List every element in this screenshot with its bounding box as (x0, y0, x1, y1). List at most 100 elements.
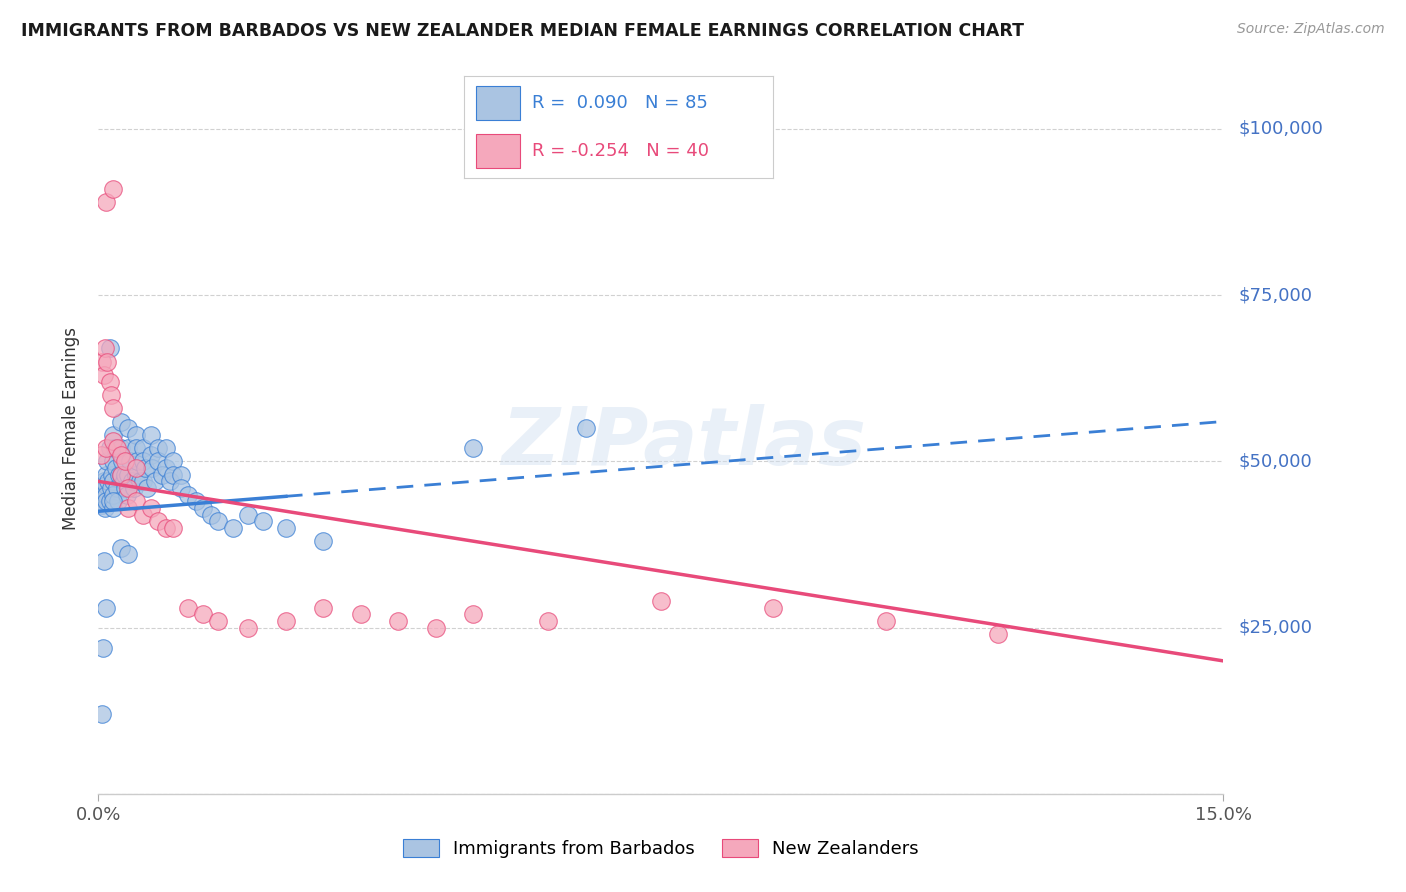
Point (90, 448, 112, 462)
Point (159, 475, 181, 489)
Point (238, 621, 260, 635)
Point (91, 354, 114, 368)
Point (111, 454, 134, 468)
Point (125, 467, 148, 482)
Point (96, 454, 118, 468)
Point (105, 441, 128, 455)
Point (125, 461, 148, 475)
Text: R = -0.254   N = 40: R = -0.254 N = 40 (531, 142, 709, 161)
Point (207, 614, 229, 628)
FancyBboxPatch shape (477, 87, 520, 120)
Point (103, 494, 125, 508)
Point (162, 467, 184, 482)
Point (177, 600, 200, 615)
Point (132, 475, 155, 489)
Point (96, 354, 118, 368)
Point (875, 614, 897, 628)
Point (134, 461, 156, 475)
Point (93, 368, 115, 382)
Point (150, 467, 173, 482)
Text: $50,000: $50,000 (1239, 452, 1312, 470)
Point (207, 514, 229, 528)
Point (222, 521, 245, 535)
Point (117, 441, 139, 455)
Text: $75,000: $75,000 (1239, 286, 1312, 304)
Point (155, 441, 177, 455)
Point (114, 481, 136, 495)
Point (98, 441, 121, 455)
Point (89, 494, 111, 508)
Text: IMMIGRANTS FROM BARBADOS VS NEW ZEALANDER MEDIAN FEMALE EARNINGS CORRELATION CHA: IMMIGRANTS FROM BARBADOS VS NEW ZEALANDE… (21, 22, 1024, 40)
Point (110, 467, 132, 482)
Point (114, 454, 136, 468)
Text: ZIPatlas: ZIPatlas (501, 404, 866, 482)
Point (155, 461, 177, 475)
Point (184, 494, 207, 508)
Point (117, 481, 139, 495)
Point (107, 467, 129, 482)
Point (117, 467, 139, 482)
Point (110, 467, 132, 482)
Point (93, 475, 115, 489)
Point (128, 475, 150, 489)
Point (162, 454, 184, 468)
Point (200, 508, 222, 522)
Point (139, 500, 162, 515)
Point (139, 448, 162, 462)
Point (132, 508, 155, 522)
Point (100, 494, 122, 508)
Point (115, 488, 138, 502)
Point (90, 481, 112, 495)
Point (177, 488, 200, 502)
Point (104, 461, 127, 475)
Point (387, 614, 409, 628)
Point (987, 627, 1010, 641)
Y-axis label: Median Female Earnings: Median Female Earnings (62, 326, 80, 530)
Point (762, 600, 785, 615)
Point (117, 500, 139, 515)
Point (93, 491, 115, 505)
Point (350, 607, 373, 622)
Point (312, 534, 335, 549)
Text: R =  0.090   N = 85: R = 0.090 N = 85 (531, 94, 707, 112)
Point (114, 467, 136, 482)
Point (110, 441, 132, 455)
Point (193, 607, 215, 622)
Point (100, 481, 122, 495)
Point (93, 554, 115, 568)
Point (148, 454, 170, 468)
Point (112, 475, 135, 489)
Point (141, 461, 163, 475)
Point (94, 600, 117, 615)
FancyBboxPatch shape (477, 135, 520, 168)
Point (148, 441, 170, 455)
Point (94, 494, 117, 508)
Legend: Immigrants from Barbados, New Zealanders: Immigrants from Barbados, New Zealanders (395, 831, 927, 865)
Point (103, 488, 125, 502)
Point (463, 441, 485, 455)
Point (193, 500, 215, 515)
Point (170, 467, 193, 482)
Point (103, 434, 125, 449)
Point (94, 467, 117, 482)
Point (94, 500, 117, 515)
Point (127, 454, 149, 468)
Point (107, 494, 129, 508)
Point (274, 521, 297, 535)
Point (650, 594, 672, 608)
Point (103, 454, 125, 468)
Text: $100,000: $100,000 (1239, 120, 1323, 138)
Point (94, 488, 117, 502)
Point (252, 514, 274, 528)
Point (537, 614, 560, 628)
Point (148, 514, 170, 528)
Point (101, 500, 124, 515)
Point (139, 427, 162, 442)
Point (118, 454, 141, 468)
Point (110, 541, 132, 555)
Point (98, 342, 121, 356)
Point (100, 388, 122, 402)
Point (91, 640, 114, 655)
Point (103, 427, 125, 442)
Text: $25,000: $25,000 (1239, 619, 1312, 637)
